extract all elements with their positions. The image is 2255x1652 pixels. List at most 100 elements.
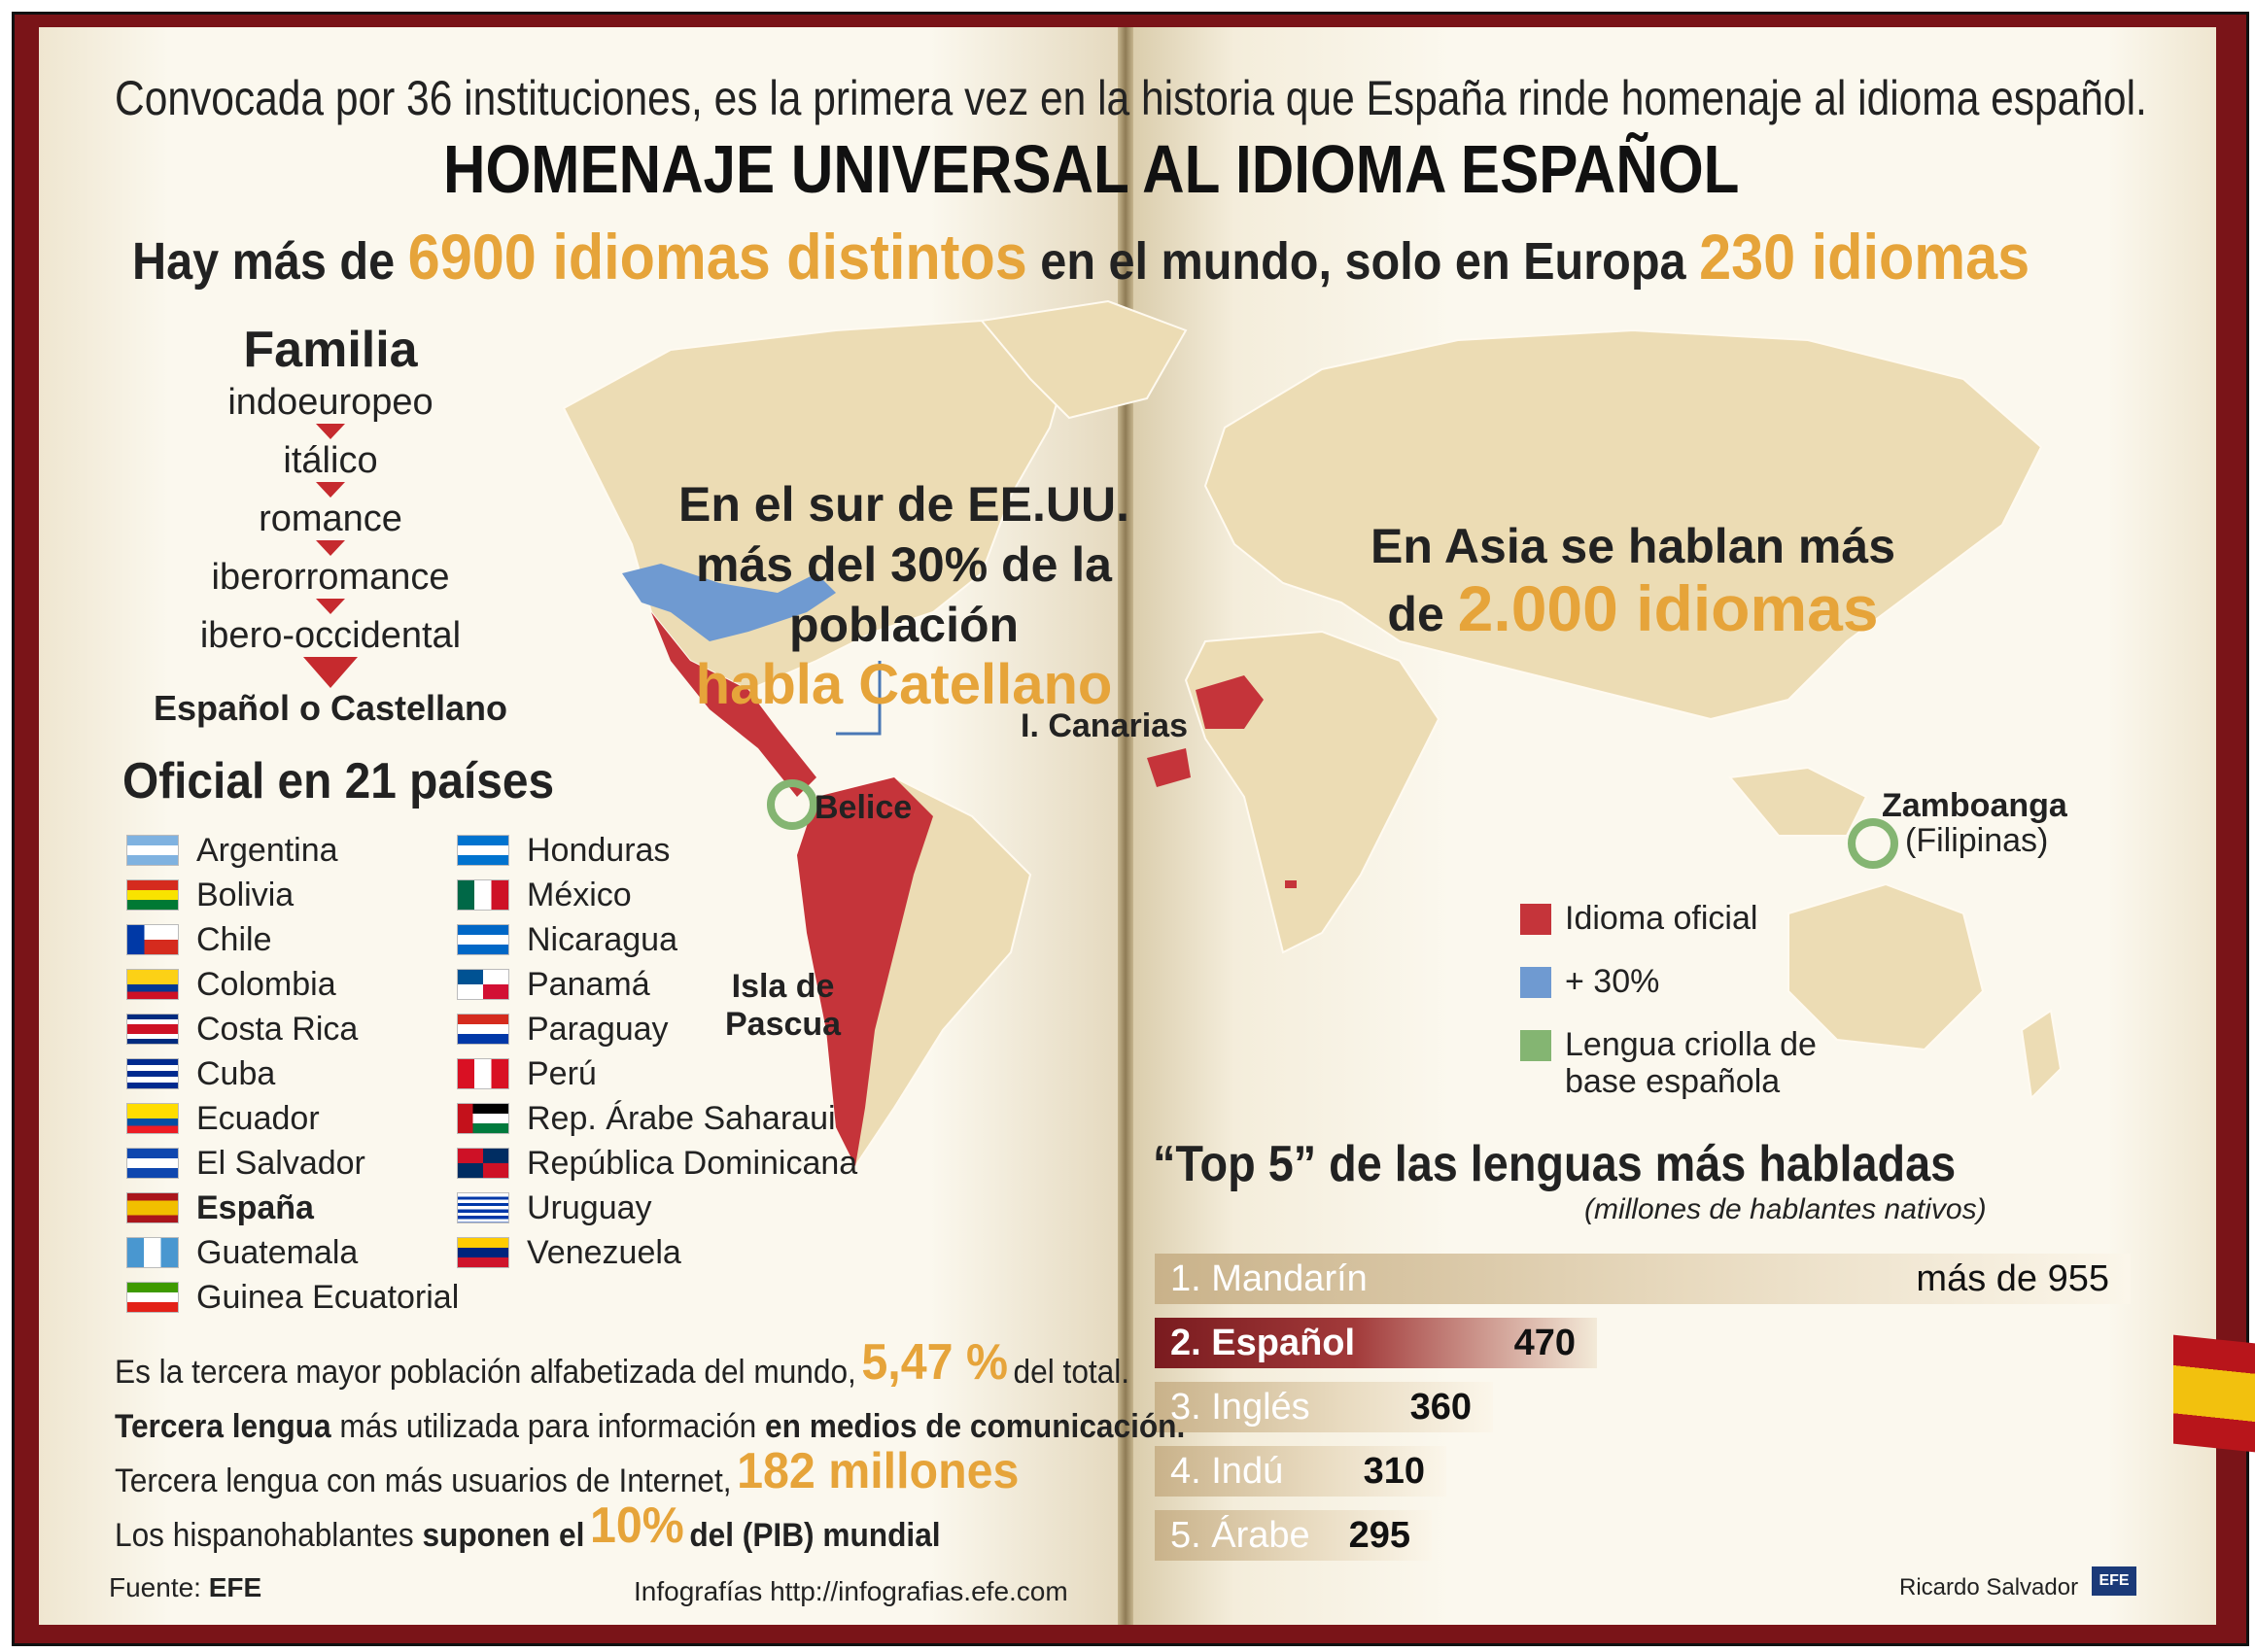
fuente-value: EFE (208, 1572, 262, 1602)
map-mexico-central-america (651, 612, 816, 797)
country-row: Argentina (126, 828, 459, 873)
country-row: Panamá (457, 962, 857, 1007)
facts: Es la tercera mayor población alfabetiza… (115, 1334, 1266, 1555)
country-name: Ecuador (196, 1099, 320, 1137)
asia-line1: En Asia se hablan más (1370, 519, 1896, 573)
country-row: Guinea Ecuatorial (126, 1275, 459, 1320)
country-name: Argentina (196, 831, 338, 869)
languages-count-line: Hay más de 6900 idiomas distintos en el … (132, 220, 2030, 293)
country-row: Venezuela (457, 1230, 857, 1275)
legend-item: Idioma oficial (1520, 900, 1818, 938)
legend-swatch (1520, 967, 1551, 998)
zamboanga-marker (1848, 818, 1898, 869)
zamboanga-label: Zamboanga (1882, 787, 2067, 824)
legend-label: Lengua criolla de base española (1565, 1026, 1817, 1100)
flag-uruguay-icon (457, 1192, 509, 1223)
familia-arrow (316, 540, 345, 556)
country-name: Honduras (527, 831, 671, 869)
country-row: Colombia (126, 962, 459, 1007)
author: Ricardo Salvador (1899, 1574, 2079, 1600)
map-islands (1728, 766, 1868, 837)
country-row: Honduras (457, 828, 857, 873)
fact-2-bold1: Tercera lengua (115, 1408, 331, 1445)
flag-el-salvador-icon (126, 1148, 179, 1179)
fact-1-highlight: 5,47 % (861, 1334, 1008, 1391)
flag-venezuela-icon (457, 1237, 509, 1268)
familia-arrow (316, 482, 345, 498)
asia-callout: En Asia se hablan más de 2.000 idiomas (1341, 515, 1925, 645)
pascua-line1: Isla de (731, 968, 835, 1005)
efe-logo-icon: EFE (2092, 1566, 2136, 1596)
bar-value: 310 (1363, 1450, 1425, 1492)
bar-label: 3. Inglés (1170, 1386, 1310, 1428)
legend-item: + 30% (1520, 963, 1818, 1001)
fact-4: Los hispanohablantes suponen el 10% del … (115, 1497, 1185, 1555)
usa-line3: habla Catellano (695, 653, 1113, 716)
fact-3-pre: Tercera lengua con más usuarios de Inter… (115, 1463, 732, 1499)
flag-cuba-icon (126, 1058, 179, 1089)
usa-line1: En el sur de EE.UU. (677, 477, 1129, 532)
country-name: República Dominicana (527, 1144, 858, 1182)
country-row: Bolivia (126, 873, 459, 917)
flag-honduras-icon (457, 835, 509, 866)
fact-1-post: del total. (1013, 1354, 1130, 1391)
fact-4-pre: Los hispanohablantes (115, 1517, 414, 1554)
spanish-flag-ribbon (2173, 1334, 2255, 1453)
canarias-label: I. Canarias (1021, 707, 1188, 744)
country-name: España (196, 1188, 314, 1226)
fact-3: Tercera lengua con más usuarios de Inter… (115, 1443, 1185, 1500)
country-row: Ecuador (126, 1096, 459, 1141)
country-name: Paraguay (527, 1010, 669, 1048)
flag-bolivia-icon (126, 879, 179, 911)
country-row: El Salvador (126, 1141, 459, 1186)
country-row: Costa Rica (126, 1007, 459, 1051)
country-row: México (457, 873, 857, 917)
flag-chile-icon (126, 924, 179, 955)
pascua-line2: Pascua (725, 1006, 842, 1043)
familia-arrow (316, 424, 345, 439)
belice-marker (767, 779, 817, 830)
flag-nicaragua-icon (457, 924, 509, 955)
bar-label: 5. Árabe (1170, 1514, 1310, 1556)
fact-1: Es la tercera mayor población alfabetiza… (115, 1334, 1185, 1392)
hay-prefix: Hay más de (132, 232, 396, 291)
belice-label: Belice (815, 789, 913, 826)
flag-mexico-icon (457, 879, 509, 911)
map-us-south-blue (622, 564, 836, 641)
country-row: Chile (126, 917, 459, 962)
legend-item: Lengua criolla de base española (1520, 1026, 1818, 1100)
country-list-col1: Argentina Bolivia Chile Colombia Costa R… (126, 828, 459, 1320)
country-name: Perú (527, 1054, 597, 1092)
pascua-label: Isla de Pascua (725, 968, 841, 1044)
legend-label: Idioma oficial (1565, 900, 1758, 937)
country-row: Cuba (126, 1051, 459, 1096)
bar-3: 3. Inglés 360 (1155, 1382, 1493, 1432)
hay-highlight-2: 230 idiomas (1699, 221, 2030, 293)
flag-guatemala-icon (126, 1237, 179, 1268)
country-row: República Dominicana (457, 1141, 857, 1186)
country-name: Guinea Ecuatorial (196, 1278, 460, 1316)
fact-2-mid: más utilizada para información (339, 1408, 757, 1445)
fact-4-bold: suponen el (422, 1517, 585, 1554)
legend-swatch (1520, 1030, 1551, 1061)
legend-label: + 30% (1565, 963, 1660, 1000)
language-family: Familia indoeuropeo itálico romance iber… (146, 321, 515, 729)
country-name: El Salvador (196, 1144, 365, 1182)
intro-text: Convocada por 36 instituciones, es la pr… (115, 71, 2147, 125)
fact-4-highlight: 10% (589, 1497, 684, 1554)
fact-2-bold2: en medios de comunicación. (765, 1408, 1186, 1445)
familia-arrow (303, 657, 358, 688)
country-row: Paraguay (457, 1007, 857, 1051)
bar-label: 1. Mandarín (1170, 1257, 1368, 1299)
flag-sahrawi-icon (457, 1103, 509, 1134)
familia-arrow (316, 599, 345, 614)
fact-4-post: del (PIB) mundial (689, 1517, 941, 1554)
map-equatorial-guinea (1285, 880, 1297, 888)
asia-prefix: de (1387, 587, 1444, 641)
flag-colombia-icon (126, 969, 179, 1000)
map-south-america-spanish (797, 777, 933, 1166)
country-name: Uruguay (527, 1188, 652, 1226)
country-row: Nicaragua (457, 917, 857, 962)
country-row: Uruguay (457, 1186, 857, 1230)
map-eurasia (1203, 328, 2043, 721)
